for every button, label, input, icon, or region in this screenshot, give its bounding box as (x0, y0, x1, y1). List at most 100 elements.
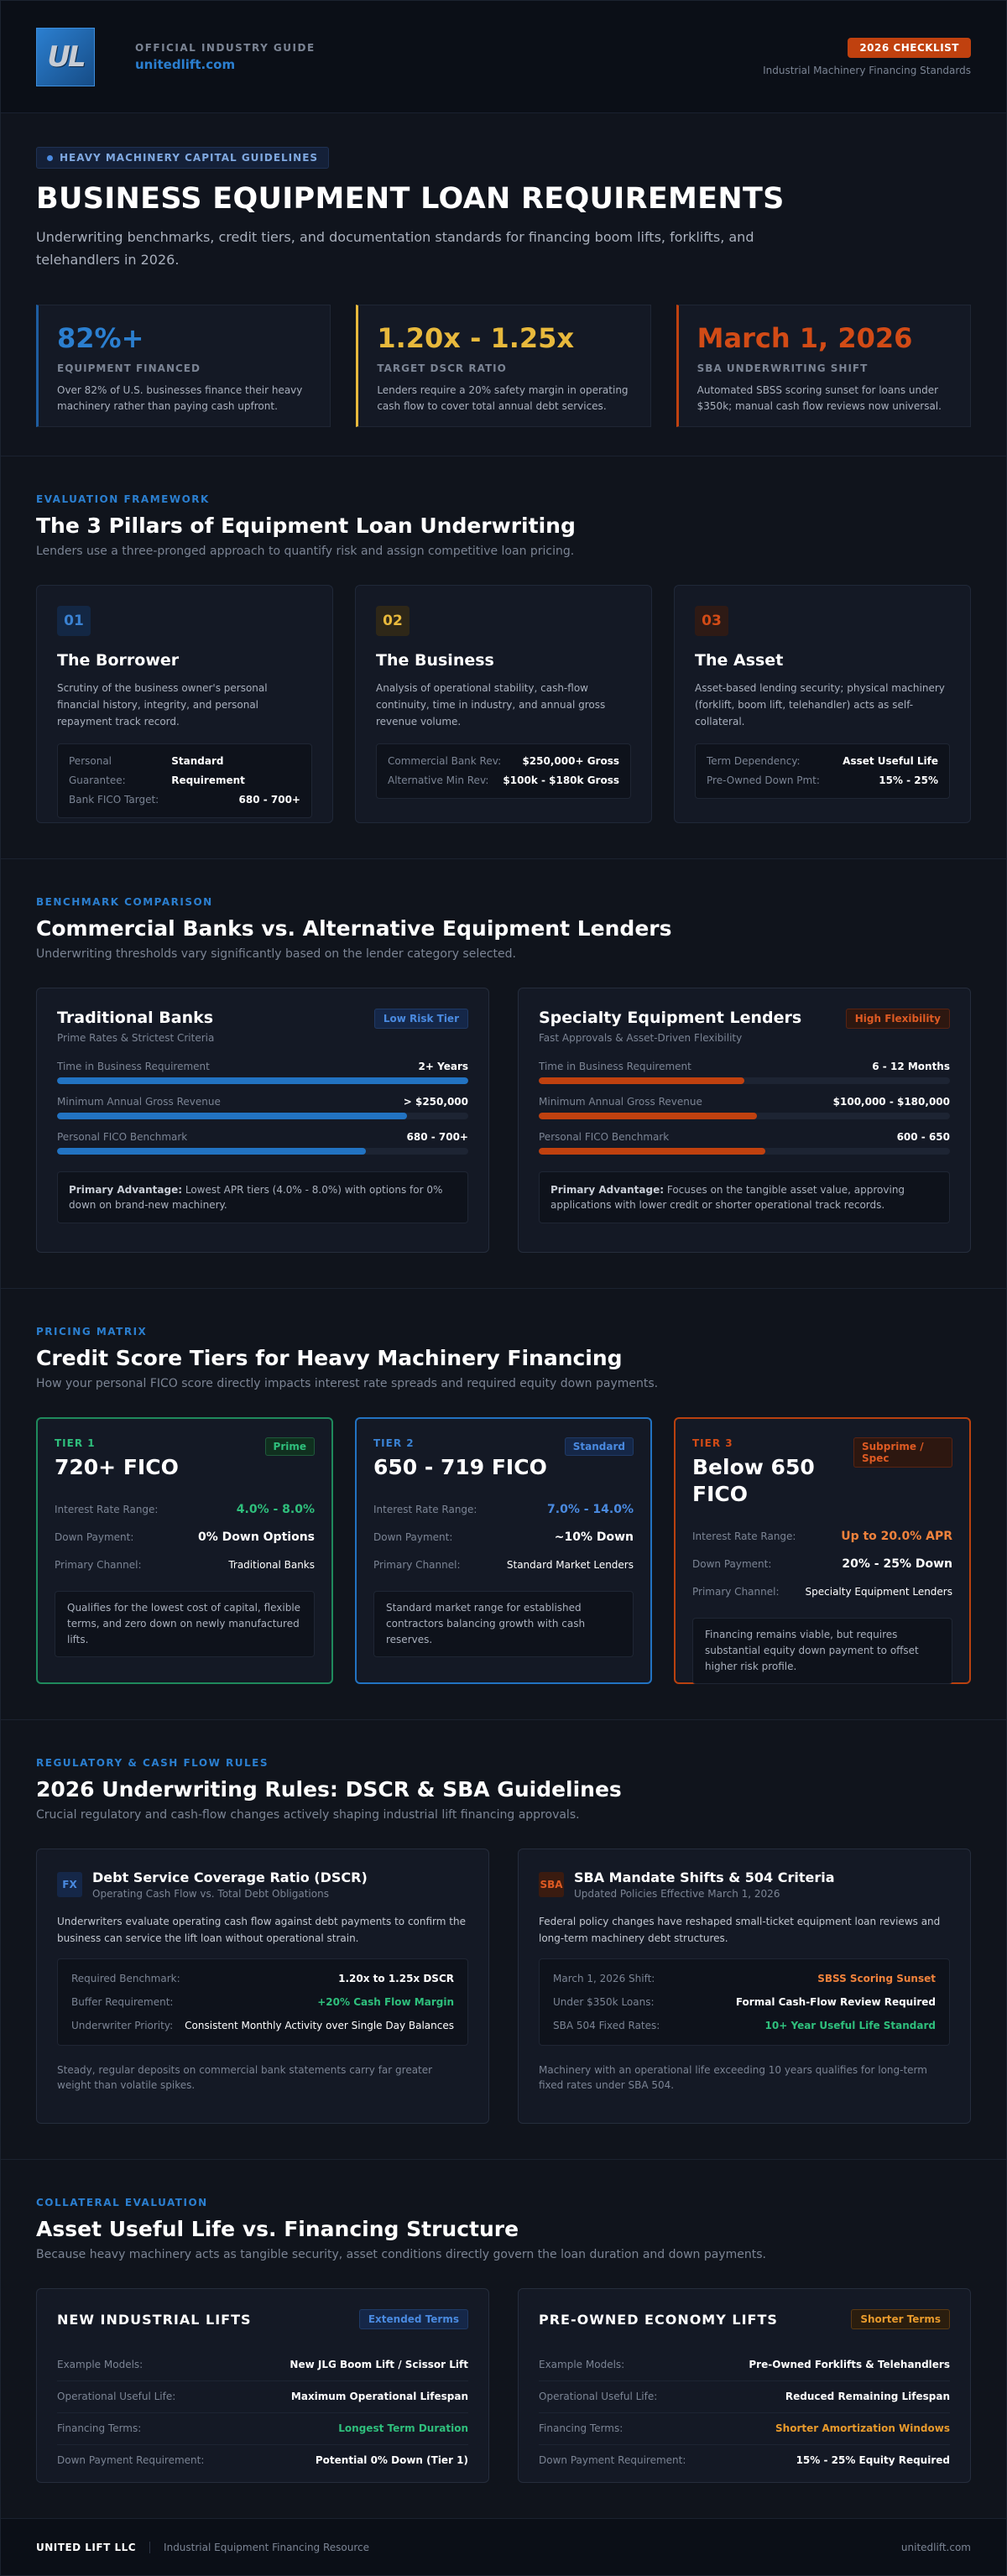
progress-bar (57, 1148, 468, 1155)
info-value: Standard Requirement (171, 755, 245, 786)
section-kicker: BENCHMARK COMPARISON (36, 896, 213, 908)
row-value: +20% Cash Flow Margin (317, 1996, 454, 2008)
progress-bar (57, 1077, 468, 1084)
rate-value: Up to 20.0% APR (841, 1530, 952, 1543)
united-lift-logo[interactable]: UL (36, 27, 95, 86)
card-footnote: Steady, regular deposits on commercial b… (57, 2064, 433, 2091)
metric: Time in Business Requirement 2+ Years (57, 1061, 468, 1084)
stat-value: March 1, 2026 (697, 322, 913, 354)
info-value: Asset Useful Life (843, 755, 938, 767)
pillar-title: The Asset (695, 651, 784, 670)
info-value: $250,000+ Gross (522, 755, 619, 767)
rules-grid: FX Debt Service Coverage Ratio (DSCR) Op… (36, 1849, 971, 2124)
tier-card-prime: TIER 1 720+ FICO Prime Interest Rate Ran… (36, 1417, 333, 1684)
section-subtitle: Crucial regulatory and cash-flow changes… (36, 1808, 580, 1822)
card-text: Underwriters evaluate operating cash flo… (57, 1916, 466, 1944)
progress-fill (539, 1113, 757, 1119)
pillar-text: Scrutiny of the business owner's persona… (57, 682, 268, 727)
tier-badge: Subprime / Spec (853, 1437, 952, 1468)
pillar-number: 02 (376, 606, 410, 636)
traditional-banks-card: Traditional Banks Prime Rates & Strictes… (36, 988, 489, 1253)
metric-value: 600 - 650 (896, 1131, 950, 1143)
tier-note: Standard market range for established co… (373, 1591, 634, 1657)
advantage-text: Lowest APR tiers (4.0% - 8.0%) with opti… (69, 1184, 443, 1211)
row-label: Buffer Requirement: (71, 1996, 174, 2008)
progress-fill (57, 1113, 407, 1119)
collateral-section: COLLATERAL EVALUATION Asset Useful Life … (1, 2160, 1006, 2518)
footer-divider (149, 2541, 151, 2553)
comparison-section: BENCHMARK COMPARISON Commercial Banks vs… (1, 859, 1006, 1288)
card-title: PRE-OWNED ECONOMY LIFTS (539, 2311, 778, 2328)
card-footnote: Machinery with an operational life excee… (539, 2064, 927, 2091)
row-value: 10+ Year Useful Life Standard (764, 2020, 936, 2031)
stat-card: 1.20x - 1.25x TARGET DSCR RATIO Lenders … (356, 305, 651, 427)
row-label: Down Payment: (55, 1531, 134, 1543)
stat-label: EQUIPMENT FINANCED (57, 362, 201, 374)
channel-value: Traditional Banks (228, 1559, 315, 1571)
sba-card: SBA SBA Mandate Shifts & 504 Criteria Up… (518, 1849, 971, 2124)
fx-icon: FX (57, 1872, 82, 1897)
row-label: Primary Channel: (692, 1586, 780, 1598)
flexibility-badge: High Flexibility (845, 1009, 950, 1029)
pillar-title: The Business (376, 651, 494, 670)
section-kicker: PRICING MATRIX (36, 1326, 148, 1338)
hero-tag-label: HEAVY MACHINERY CAPITAL GUIDELINES (60, 152, 319, 164)
row-label: Financing Terms: (57, 2422, 142, 2434)
row-value: Maximum Operational Lifespan (290, 2391, 468, 2402)
row-label: Underwriter Priority: (71, 2020, 174, 2031)
tier-score: Below 650 FICO (692, 1455, 815, 1506)
footer-site-link[interactable]: unitedlift.com (900, 2541, 971, 2553)
tier-card-standard: TIER 2 650 - 719 FICO Standard Interest … (355, 1417, 652, 1684)
section-kicker: COLLATERAL EVALUATION (36, 2197, 208, 2208)
header-subtitle: Industrial Machinery Financing Standards (763, 64, 971, 76)
row-label: Financing Terms: (539, 2422, 624, 2434)
info-key: Commercial Bank Rev: (388, 755, 502, 767)
stat-card: March 1, 2026 SBA UNDERWRITING SHIFT Aut… (676, 305, 971, 427)
progress-bar (57, 1113, 468, 1119)
metric: Minimum Annual Gross Revenue > $250,000 (57, 1096, 468, 1119)
progress-fill (57, 1148, 366, 1155)
card-subtitle: Fast Approvals & Asset-Driven Flexibilit… (539, 1032, 743, 1044)
sba-icon: SBA (539, 1872, 564, 1897)
divider (1, 1288, 1006, 1289)
hero-section: HEAVY MACHINERY CAPITAL GUIDELINES BUSIN… (1, 113, 1006, 456)
metric-label: Time in Business Requirement (57, 1061, 210, 1072)
row-value: Potential 0% Down (Tier 1) (315, 2454, 468, 2466)
divider (1, 1719, 1006, 1720)
info-value: 680 - 700+ (238, 794, 301, 806)
stat-value: 82%+ (57, 322, 144, 354)
row-value: Formal Cash-Flow Review Required (735, 1996, 936, 2008)
section-title: Commercial Banks vs. Alternative Equipme… (36, 916, 672, 941)
progress-bar (539, 1148, 950, 1155)
progress-bar (539, 1077, 950, 1084)
section-subtitle: Lenders use a three-pronged approach to … (36, 545, 575, 558)
row-label: Down Payment Requirement: (57, 2454, 205, 2466)
row-label: Interest Rate Range: (55, 1504, 159, 1515)
header-site-link[interactable]: unitedlift.com (135, 56, 236, 72)
info-key: Pre-Owned Down Pmt: (707, 774, 820, 786)
rate-value: 7.0% - 14.0% (547, 1503, 634, 1516)
checklist-badge: 2026 CHECKLIST (848, 37, 971, 58)
metric-value: 6 - 12 Months (872, 1061, 950, 1072)
metric-label: Time in Business Requirement (539, 1061, 691, 1072)
pillar-card-business: 02 The Business Analysis of operational … (355, 585, 652, 823)
stat-row: 82%+ EQUIPMENT FINANCED Over 82% of U.S.… (36, 305, 971, 427)
pre-owned-lifts-card: PRE-OWNED ECONOMY LIFTS Shorter Terms Ex… (518, 2288, 971, 2483)
card-subtitle: Operating Cash Flow vs. Total Debt Oblig… (92, 1888, 329, 1900)
pillar-info: Personal Guarantee: Standard Requirement … (57, 743, 312, 818)
pillar-info: Commercial Bank Rev: $250,000+ Gross Alte… (376, 743, 631, 799)
row-label: Interest Rate Range: (373, 1504, 477, 1515)
advantage-note: Primary Advantage: Focuses on the tangib… (539, 1171, 950, 1223)
progress-bar (539, 1113, 950, 1119)
pillar-title: The Borrower (57, 651, 180, 670)
pillar-card-borrower: 01 The Borrower Scrutiny of the business… (36, 585, 333, 823)
pillar-card-asset: 03 The Asset Asset-based lending securit… (674, 585, 971, 823)
row-label: Operational Useful Life: (57, 2391, 176, 2402)
metric-value: > $250,000 (403, 1096, 468, 1108)
info-value: 15% - 25% (879, 774, 938, 786)
row-value: Longest Term Duration (338, 2422, 468, 2434)
advantage-note: Primary Advantage: Lowest APR tiers (4.0… (57, 1171, 468, 1223)
page-title: BUSINESS EQUIPMENT LOAN REQUIREMENTS (36, 182, 785, 216)
section-subtitle: Because heavy machinery acts as tangible… (36, 2248, 766, 2261)
